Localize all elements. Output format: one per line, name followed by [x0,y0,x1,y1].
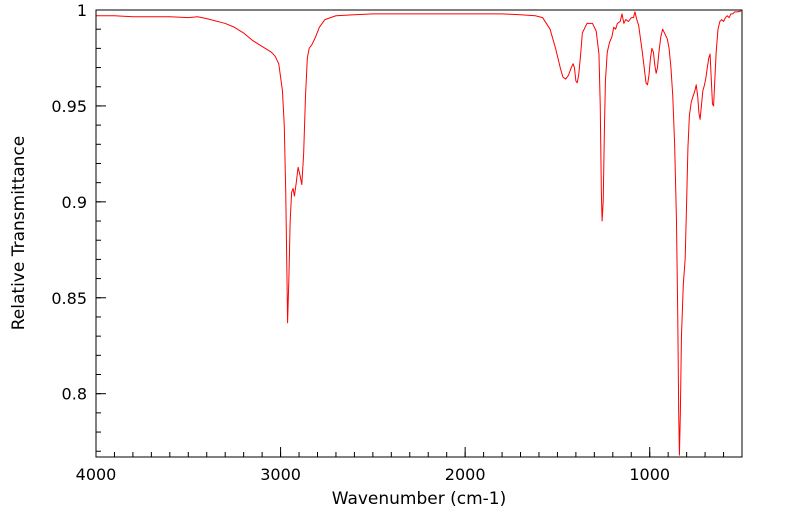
plot-frame [95,9,743,458]
y-tick-label: 0.85 [51,289,87,308]
y-tick-label: 0.95 [51,97,87,116]
y-tick-label: 0.9 [62,193,87,212]
x-tick-label: 1000 [629,465,670,484]
spectrum-line-0 [96,10,742,456]
x-tick-label: 2000 [445,465,486,484]
ticks-layer: 4000 3000 2000 1000 0.8 0.85 0.9 0.95 1 [51,1,743,484]
y-axis-title: Relative Transmittance [9,136,29,331]
y-tick-label: 0.8 [62,385,87,404]
y-tick-label: 1 [77,1,87,20]
x-tick-label: 3000 [260,465,301,484]
plot-layer [96,10,742,456]
x-tick-label: 4000 [76,465,117,484]
x-axis-title: Wavenumber (cm-1) [332,489,507,509]
